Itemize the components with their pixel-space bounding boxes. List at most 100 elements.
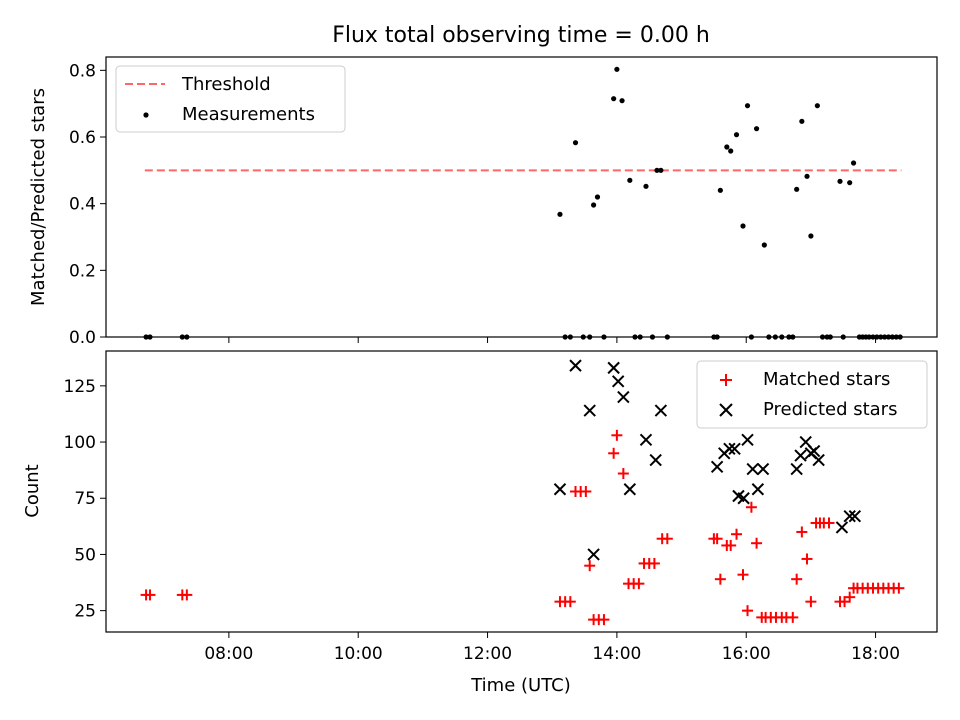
measurements-point [847, 180, 853, 186]
matched-stars-point [725, 539, 737, 551]
matched-stars-point [181, 589, 193, 601]
matched-stars-point [611, 429, 623, 441]
measurements-point [724, 144, 730, 150]
matched-stars-point [648, 557, 660, 569]
matched-stars-point [661, 533, 673, 545]
measurements-point [619, 98, 625, 104]
matched-stars-point [796, 526, 808, 538]
predicted-stars-point [654, 404, 668, 417]
matched-stars-point [893, 582, 905, 594]
matched-stars-point [844, 591, 856, 603]
predicted-stars-point [835, 521, 849, 534]
measurements-point [572, 140, 579, 146]
matched-stars-point [805, 596, 817, 608]
measurements-point [837, 178, 843, 184]
top-y-axis-label: Matched/Predicted stars [28, 88, 49, 306]
legend-matched-swatch [720, 374, 732, 386]
ratio-y-tick-label: 0.6 [69, 128, 96, 148]
measurements-point [794, 186, 800, 192]
measurements-point [808, 233, 814, 239]
matched-stars-point [617, 468, 629, 480]
ratio-y-tick-label: 0.2 [69, 261, 96, 281]
count-y-tick-label: 50 [74, 545, 96, 565]
predicted-stars-point [617, 390, 630, 404]
matched-stars-point [751, 537, 763, 549]
matched-stars-point [823, 517, 835, 529]
x-axis-label: Time (UTC) [470, 675, 571, 696]
x-tick-label: 08:00 [204, 644, 253, 664]
predicted-stars-point [728, 442, 741, 455]
count-y-tick-label: 75 [74, 489, 96, 509]
x-tick-label: 10:00 [334, 644, 383, 664]
matched-stars-point [580, 486, 592, 497]
matched-stars-point [791, 573, 803, 585]
measurements-point [804, 173, 810, 179]
ratio-legend: Threshold Measurements [115, 65, 346, 133]
chart-title: Flux total observing time = 0.00 h [332, 23, 710, 48]
legend-measurements-swatch [143, 112, 149, 118]
predicted-stars-point [583, 404, 596, 417]
measurements-point [728, 148, 734, 154]
measurements-point [614, 66, 620, 72]
measurements-point [733, 132, 740, 138]
x-tick-label: 14:00 [592, 644, 641, 664]
count-legend-frame [696, 360, 928, 429]
predicted-stars-point [611, 375, 625, 388]
predicted-stars-point [607, 361, 620, 375]
predicted-stars-point [553, 483, 567, 496]
measurements-point [850, 160, 857, 166]
measurements-point [557, 211, 563, 217]
measurements-point [799, 118, 805, 124]
measurements-point [814, 103, 820, 109]
predicted-stars-point [794, 449, 807, 462]
matched-stars-point [633, 578, 645, 590]
measurements-point [627, 177, 633, 183]
matched-stars-point [608, 447, 620, 459]
predicted-stars-point [649, 453, 662, 467]
predicted-stars-point [741, 433, 754, 447]
bottom-y-axis-label: Count [22, 464, 43, 517]
matched-stars-point [714, 573, 726, 585]
matched-stars-point [564, 596, 576, 608]
predicted-stars-point [843, 510, 856, 523]
predicted-stars-point [710, 460, 724, 473]
legend-threshold-label: Threshold [181, 74, 271, 95]
measurements-point [643, 183, 649, 189]
predicted-stars-point [623, 483, 637, 496]
matched-stars-point [787, 611, 799, 623]
matched-stars-point [742, 605, 754, 617]
ratio-legend-frame [115, 65, 346, 133]
ratio-panel: 0.0 0.2 0.4 0.6 0.8 [69, 56, 938, 348]
count-y-tick-label: 125 [64, 377, 96, 397]
measurements-point [761, 242, 767, 248]
ratio-axes-frame [105, 56, 938, 338]
predicted-stars-point [746, 462, 759, 476]
matched-stars-point [584, 560, 596, 572]
predicted-stars-point [751, 483, 765, 496]
legend-predicted-label: Predicted stars [763, 399, 897, 420]
legend-matched-label: Matched stars [763, 369, 890, 390]
measurements-point [744, 103, 751, 109]
measurements-point [658, 167, 664, 173]
matched-stars-point [711, 533, 723, 545]
count-panel: 25 50 75 100 125 08:00 10:00 12:00 14:00 16:00 18:… [64, 350, 938, 664]
predicted-stars-point [569, 359, 582, 372]
predicted-stars-point [723, 442, 736, 455]
predicted-stars-point [848, 510, 862, 523]
count-y-tick-label: 25 [74, 602, 96, 622]
matched-stars-point [745, 501, 757, 513]
x-tick-label: 18:00 [851, 644, 900, 664]
x-tick-label: 16:00 [722, 644, 771, 664]
predicted-stars-point [756, 462, 770, 476]
predicted-stars-point [587, 548, 600, 561]
predicted-stars-point [639, 433, 653, 447]
matched-stars-point [801, 553, 813, 565]
measurements-point [611, 96, 617, 102]
ratio-y-tick-label: 0.8 [69, 61, 96, 81]
predicted-stars-point [807, 444, 821, 458]
measurements-point [753, 126, 760, 132]
count-legend: Matched stars Predicted stars [696, 360, 928, 429]
matched-stars-point [731, 528, 743, 540]
predicted-stars-point [790, 462, 803, 476]
